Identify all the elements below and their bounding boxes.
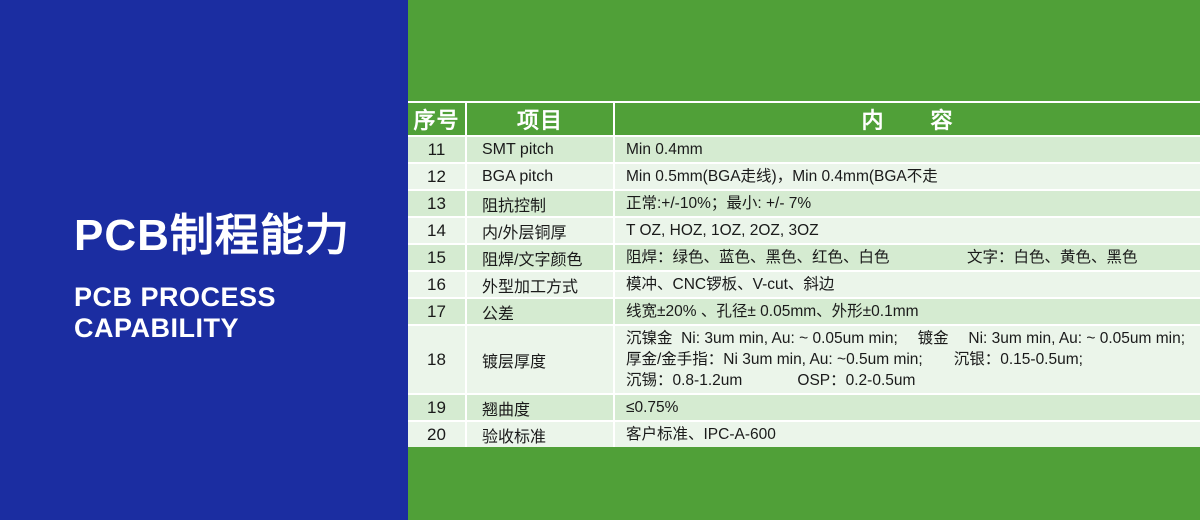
row-content-cell: Min 0.4mm — [615, 137, 1200, 162]
row-item-cell: 验收标准 — [467, 422, 613, 447]
page-title: PCB制程能力 — [74, 211, 350, 260]
row-item-cell: SMT pitch — [467, 137, 613, 162]
table-row: 19 翘曲度 ≤0.75% — [408, 395, 1200, 420]
row-item-cell: 外型加工方式 — [467, 272, 613, 297]
row-number-cell: 18 — [408, 326, 465, 393]
row-number-cell: 15 — [408, 245, 465, 270]
page-subtitle-line2: CAPABILITY — [74, 313, 239, 343]
capability-table: 序号 项目 内 容 11 SMT pitch Min 0.4mm 12 BGA … — [408, 101, 1200, 447]
row-number-cell: 16 — [408, 272, 465, 297]
header-cell-no: 序号 — [408, 103, 465, 135]
title-block: PCB制程能力 PCB PROCESS CAPABILITY — [74, 212, 350, 344]
row-item-cell: 镀层厚度 — [467, 326, 613, 393]
table-row: 14 内/外层铜厚 T OZ, HOZ, 1OZ, 2OZ, 3OZ — [408, 218, 1200, 243]
header-cell-content: 内 容 — [615, 103, 1200, 135]
row-item-cell: 阻焊/文字颜色 — [467, 245, 613, 270]
row-content-cell: 阻焊：绿色、蓝色、黑色、红色、白色 文字：白色、黄色、黑色 — [615, 245, 1200, 270]
row-content-cell: T OZ, HOZ, 1OZ, 2OZ, 3OZ — [615, 218, 1200, 243]
row-number-cell: 13 — [408, 191, 465, 216]
row-number-cell: 14 — [408, 218, 465, 243]
table-row: 11 SMT pitch Min 0.4mm — [408, 137, 1200, 162]
row-number-cell: 19 — [408, 395, 465, 420]
table-header-row: 序号 项目 内 容 — [408, 103, 1200, 135]
row-content-cell: 线宽±20% 、孔径± 0.05mm、外形±0.1mm — [615, 299, 1200, 324]
row-number-cell: 11 — [408, 137, 465, 162]
row-item-cell: 阻抗控制 — [467, 191, 613, 216]
row-content-cell: Min 0.5mm(BGA走线)，Min 0.4mm(BGA不走 — [615, 164, 1200, 189]
table-row: 18 镀层厚度 沉镍金 Ni: 3um min, Au: ~ 0.05um mi… — [408, 326, 1200, 393]
table-row: 17 公差 线宽±20% 、孔径± 0.05mm、外形±0.1mm — [408, 299, 1200, 324]
page-subtitle-line1: PCB PROCESS — [74, 282, 277, 312]
table-body: 11 SMT pitch Min 0.4mm 12 BGA pitch Min … — [408, 137, 1200, 447]
row-number-cell: 12 — [408, 164, 465, 189]
right-content-panel: 序号 项目 内 容 11 SMT pitch Min 0.4mm 12 BGA … — [408, 0, 1200, 520]
row-content-cell: 模冲、CNC锣板、V-cut、斜边 — [615, 272, 1200, 297]
row-item-cell: 内/外层铜厚 — [467, 218, 613, 243]
row-number-cell: 20 — [408, 422, 465, 447]
table-row: 16 外型加工方式 模冲、CNC锣板、V-cut、斜边 — [408, 272, 1200, 297]
table-row: 13 阻抗控制 正常:+/-10%；最小: +/- 7% — [408, 191, 1200, 216]
table-row: 12 BGA pitch Min 0.5mm(BGA走线)，Min 0.4mm(… — [408, 164, 1200, 189]
row-content-cell: 客户标准、IPC-A-600 — [615, 422, 1200, 447]
row-number-cell: 17 — [408, 299, 465, 324]
table-row: 15 阻焊/文字颜色 阻焊：绿色、蓝色、黑色、红色、白色 文字：白色、黄色、黑色 — [408, 245, 1200, 270]
header-cell-item: 项目 — [467, 103, 613, 135]
left-brand-panel: PCB制程能力 PCB PROCESS CAPABILITY — [0, 0, 408, 520]
row-content-cell: 正常:+/-10%；最小: +/- 7% — [615, 191, 1200, 216]
row-content-cell: 沉镍金 Ni: 3um min, Au: ~ 0.05um min; 镀金 Ni… — [615, 326, 1200, 393]
table-row: 20 验收标准 客户标准、IPC-A-600 — [408, 422, 1200, 447]
row-item-cell: 公差 — [467, 299, 613, 324]
row-content-cell: ≤0.75% — [615, 395, 1200, 420]
page-subtitle: PCB PROCESS CAPABILITY — [74, 282, 350, 344]
row-item-cell: 翘曲度 — [467, 395, 613, 420]
row-item-cell: BGA pitch — [467, 164, 613, 189]
